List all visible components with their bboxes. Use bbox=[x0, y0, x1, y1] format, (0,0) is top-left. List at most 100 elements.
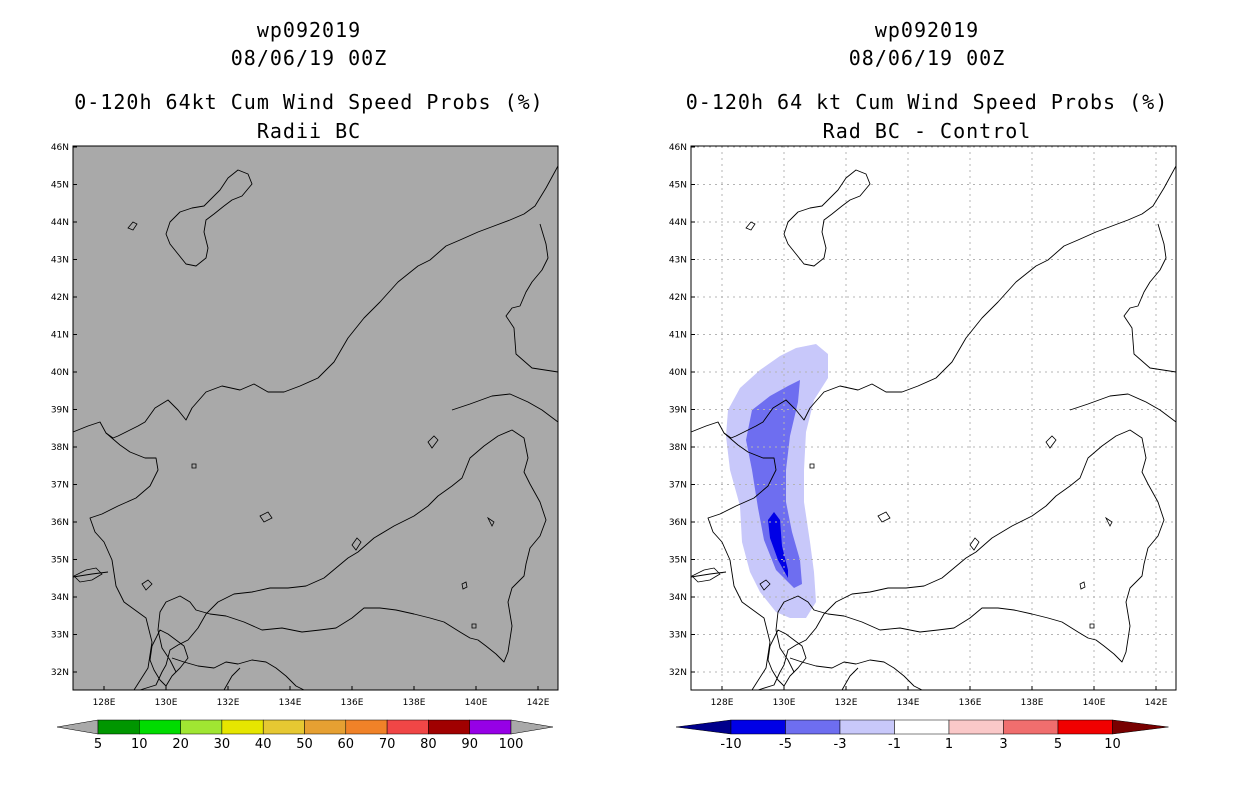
coastline bbox=[767, 629, 807, 687]
coastline bbox=[505, 223, 559, 373]
island-outline bbox=[141, 579, 153, 591]
longitude-tick-label: 142E bbox=[1145, 698, 1168, 705]
coastline bbox=[690, 571, 727, 578]
latitude-tick-label: 41N bbox=[51, 331, 69, 341]
coastline bbox=[72, 165, 559, 439]
longitude-tick-label: 138E bbox=[1021, 698, 1044, 705]
longitude-tick-label: 128E bbox=[711, 698, 734, 705]
island-outline bbox=[486, 516, 495, 527]
latitude-tick-label: 33N bbox=[669, 631, 687, 641]
left-panel: wp092019 08/06/19 00Z 0-120h 64kt Cum Wi… bbox=[51, 18, 559, 752]
difference-colorbar: -10 -5 -3 -1 1 3 5 10 bbox=[675, 719, 1169, 752]
colorbar-right-arrow bbox=[1112, 719, 1169, 735]
latitude-tick-label: 39N bbox=[51, 406, 69, 416]
island-outline bbox=[759, 579, 771, 591]
subtitle: Radii BC bbox=[256, 119, 362, 143]
colorbar-label: -1 bbox=[888, 737, 901, 752]
coastline bbox=[707, 432, 777, 691]
latitude-tick-label: 39N bbox=[669, 406, 687, 416]
longitude-tick-label: 132E bbox=[835, 698, 858, 705]
map-frame bbox=[690, 145, 1177, 691]
colorbar-label: 40 bbox=[255, 737, 272, 752]
coastline bbox=[783, 169, 871, 267]
latitude-tick-label: 34N bbox=[51, 593, 69, 603]
colorbar-segment bbox=[839, 719, 895, 735]
island-outline bbox=[351, 537, 362, 551]
colorbar-label: 90 bbox=[461, 737, 478, 752]
colorbar-segment bbox=[894, 719, 950, 735]
coastline bbox=[171, 657, 305, 691]
colorbar-left-arrow bbox=[56, 719, 99, 735]
latitude-tick-label: 42N bbox=[669, 293, 687, 303]
colorbar-segment bbox=[262, 719, 305, 735]
coastline bbox=[139, 429, 547, 691]
latitude-tick-label: 40N bbox=[669, 368, 687, 378]
latitude-tick-label: 40N bbox=[51, 368, 69, 378]
colorbar-label: 3 bbox=[999, 737, 1007, 752]
longitude-tick-label: 130E bbox=[773, 698, 796, 705]
storm-id-title: wp092019 bbox=[874, 18, 980, 42]
coastline bbox=[165, 169, 253, 267]
island-outline bbox=[745, 221, 756, 231]
difference-map: 128E 130E 132E 134E 136E 138E 140E 142E 32N 33N 34… bbox=[669, 143, 1177, 705]
latitude-tick-label: 43N bbox=[669, 256, 687, 266]
latitude-tick-label: 45N bbox=[51, 181, 69, 191]
product-title: 0-120h 64 kt Cum Wind Speed Probs (%) bbox=[685, 90, 1169, 114]
island-outline bbox=[427, 435, 439, 449]
colorbar-label: -10 bbox=[720, 737, 741, 752]
latitude-tick-label: 44N bbox=[669, 218, 687, 228]
latitude-tick-label: 46N bbox=[669, 143, 687, 153]
longitude-tick-label: 140E bbox=[465, 698, 488, 705]
colorbar-label: 50 bbox=[296, 737, 313, 752]
coastline bbox=[1123, 223, 1177, 373]
island-outline bbox=[1104, 516, 1113, 527]
island-outline bbox=[809, 463, 815, 469]
coastline bbox=[451, 393, 559, 423]
latitude-tick-label: 36N bbox=[51, 518, 69, 528]
probability-map: 128E 130E 132E 134E 136E 138E 140E 142E 32N 33N 34… bbox=[51, 143, 559, 705]
probability-decrease-medium bbox=[746, 380, 802, 588]
longitude-tick-label: 136E bbox=[341, 698, 364, 705]
latitude-tick-label: 35N bbox=[51, 556, 69, 566]
longitude-tick-label: 136E bbox=[959, 698, 982, 705]
colorbar-segment bbox=[97, 719, 140, 735]
coastline bbox=[1069, 393, 1177, 423]
colorbar-segment bbox=[1003, 719, 1059, 735]
colorbar-label: 1 bbox=[945, 737, 953, 752]
island-outline bbox=[877, 511, 891, 523]
colorbar-label: 10 bbox=[131, 737, 148, 752]
colorbar-segment bbox=[345, 719, 388, 735]
longitude-tick-label: 130E bbox=[155, 698, 178, 705]
datetime-title: 08/06/19 00Z bbox=[230, 46, 388, 70]
right-panel: wp092019 08/06/19 00Z 0-120h 64 kt Cum W… bbox=[618, 0, 1236, 800]
coastline bbox=[89, 432, 159, 691]
island-outline bbox=[1089, 623, 1095, 629]
latitude-tick-label: 33N bbox=[51, 631, 69, 641]
island-outline bbox=[259, 511, 273, 523]
island-outline bbox=[191, 463, 197, 469]
island-outline bbox=[969, 537, 980, 551]
latitude-tick-label: 45N bbox=[669, 181, 687, 191]
latitude-tick-label: 44N bbox=[51, 218, 69, 228]
latitude-tick-label: 46N bbox=[51, 143, 69, 153]
colorbar-label: 100 bbox=[499, 737, 524, 752]
coastline bbox=[149, 629, 189, 687]
colorbar-left-arrow bbox=[675, 719, 732, 735]
colorbar-segment bbox=[469, 719, 512, 735]
latitude-tick-label: 38N bbox=[669, 443, 687, 453]
latitude-tick-label: 43N bbox=[51, 256, 69, 266]
island-outline bbox=[1079, 581, 1086, 590]
longitude-tick-label: 138E bbox=[403, 698, 426, 705]
colorbar-label: 30 bbox=[214, 737, 231, 752]
latitude-tick-label: 38N bbox=[51, 443, 69, 453]
longitude-tick-label: 128E bbox=[93, 698, 116, 705]
latitude-tick-label: 36N bbox=[669, 518, 687, 528]
probability-colorbar: 5 10 20 30 40 50 60 70 80 90 100 bbox=[56, 719, 554, 752]
colorbar-label: -3 bbox=[834, 737, 847, 752]
probability-decrease-dark bbox=[768, 512, 788, 578]
latitude-tick-label: 35N bbox=[669, 556, 687, 566]
longitude-tick-label: 134E bbox=[279, 698, 302, 705]
colorbar-label: 20 bbox=[172, 737, 189, 752]
island-outline bbox=[461, 581, 468, 590]
latitude-tick-label: 32N bbox=[51, 668, 69, 678]
